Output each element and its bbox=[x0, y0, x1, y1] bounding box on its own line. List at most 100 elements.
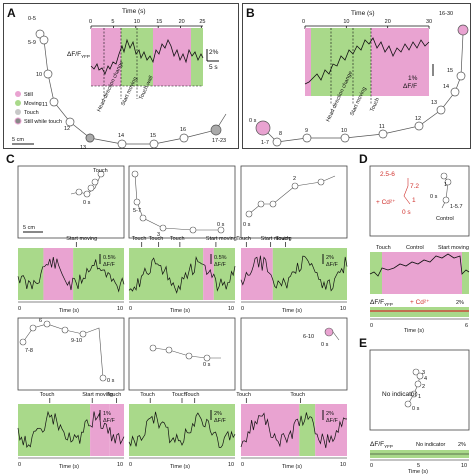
svg-text:2: 2 bbox=[422, 384, 425, 390]
c-tick10: 10 bbox=[117, 462, 123, 468]
c-trace bbox=[240, 255, 348, 292]
a-path-0: 0-5 bbox=[28, 16, 36, 22]
panel-a-trace bbox=[90, 38, 204, 75]
b-path-2: 8 bbox=[279, 131, 282, 137]
panel-c: C 5 cm Touch 0 s 5-7 3 0 s 2 0 s Start m… bbox=[3, 152, 355, 474]
a-path-4: 12 bbox=[64, 126, 70, 132]
svg-text:Touch: Touch bbox=[376, 245, 391, 251]
panel-b-label: B bbox=[246, 6, 255, 20]
svg-text:7-8: 7-8 bbox=[25, 348, 33, 354]
legend-scale: 5 cm bbox=[12, 137, 24, 143]
c-time-label: Time (s) bbox=[59, 464, 79, 470]
c-event-label: Touch bbox=[236, 236, 251, 242]
c-tick0: 0 bbox=[129, 462, 132, 468]
svg-text:Start moving: Start moving bbox=[438, 245, 469, 251]
svg-text:6-10: 6-10 bbox=[303, 334, 314, 340]
svg-text:0 s: 0 s bbox=[217, 222, 225, 228]
c-scale-label: ΔF/F bbox=[326, 262, 339, 268]
b-path-1: 1-7 bbox=[261, 140, 269, 146]
c-tick10: 10 bbox=[340, 306, 346, 312]
c-event-label: Touch bbox=[140, 392, 155, 398]
c-event-label: Start moving bbox=[82, 392, 113, 398]
c-region-moving bbox=[129, 248, 204, 300]
c-trace bbox=[128, 256, 236, 294]
c-event-label: Touch bbox=[290, 392, 305, 398]
c-event-label: Touch bbox=[185, 392, 200, 398]
svg-text:Time (s): Time (s) bbox=[404, 328, 424, 334]
b-path-8: 14 bbox=[443, 84, 449, 90]
c-scale-label: ΔF/F bbox=[103, 418, 116, 424]
b-path-0: 0 s bbox=[249, 118, 257, 124]
c-tick0: 0 bbox=[18, 462, 21, 468]
c-region-moving bbox=[73, 248, 124, 300]
a-path-3: 11 bbox=[42, 102, 48, 108]
c-region-still bbox=[203, 248, 214, 300]
panel-e: E 3 4 2 1 0 s No indicator ΔF/FYFP No in… bbox=[358, 336, 471, 475]
c-event-label: Touch bbox=[132, 236, 147, 242]
svg-text:2.5-6: 2.5-6 bbox=[380, 171, 395, 178]
c-region-still bbox=[315, 404, 347, 456]
svg-text:1: 1 bbox=[444, 182, 447, 188]
svg-text:3: 3 bbox=[157, 232, 160, 238]
b-path-9: 15 bbox=[447, 68, 453, 74]
svg-text:4: 4 bbox=[424, 376, 427, 382]
c-region-moving bbox=[18, 248, 44, 300]
c-region-still bbox=[109, 404, 124, 456]
c-event-label: Touch bbox=[107, 392, 122, 398]
c-region-moving bbox=[18, 404, 91, 456]
c-scale-label: ΔF/F bbox=[103, 262, 116, 268]
svg-text:0: 0 bbox=[370, 323, 373, 329]
b-path-6: 12 bbox=[415, 116, 421, 122]
b-tick-label: 10 bbox=[343, 19, 349, 25]
svg-text:3: 3 bbox=[422, 370, 425, 376]
c-scale-pct: 2% bbox=[214, 411, 222, 417]
c-event-label: Touch bbox=[40, 392, 55, 398]
c-event-label: Touch bbox=[276, 236, 291, 242]
c-tick0: 0 bbox=[129, 306, 132, 312]
svg-text:0 s: 0 s bbox=[243, 222, 251, 228]
b-path-3: 9 bbox=[305, 128, 308, 134]
panel-e-figure: 3 4 2 1 0 s No indicator ΔF/FYFP No indi… bbox=[369, 349, 470, 475]
panel-b-figure: 0 10 20 30 Time (s) 16-30 1% ΔF/F Head dire… bbox=[249, 10, 469, 147]
svg-text:6: 6 bbox=[39, 318, 42, 324]
c-region-still bbox=[43, 248, 74, 300]
panel-b-scale-label: ΔF/F bbox=[403, 83, 417, 90]
c-tick10: 10 bbox=[228, 462, 234, 468]
c-event-label: Start moving bbox=[206, 236, 237, 242]
c-event-label: Start moving bbox=[261, 236, 292, 242]
svg-text:0: 0 bbox=[370, 463, 373, 469]
svg-text:Control: Control bbox=[436, 216, 454, 222]
panel-a-scale-time: 5 s bbox=[209, 64, 218, 71]
legend-touch: Touch bbox=[24, 110, 39, 116]
svg-text:1: 1 bbox=[418, 394, 421, 400]
panel-d-ylabel: ΔF/FYFP bbox=[370, 299, 393, 307]
b-tick-label: 0 bbox=[302, 19, 305, 25]
panel-a-ylabel: ΔF/FYFP bbox=[67, 51, 90, 59]
panel-b-path bbox=[262, 33, 464, 143]
a-tick-label: 20 bbox=[179, 19, 185, 25]
svg-text:6: 6 bbox=[465, 323, 468, 329]
c-region-still bbox=[241, 248, 273, 300]
panel-a-ticks: 0 5 10 15 20 25 bbox=[89, 19, 205, 29]
panel-b: B 0 10 20 30 Time (s) 16-30 1% ΔF/F Head di… bbox=[242, 3, 471, 149]
a-region-still-1 bbox=[91, 28, 121, 86]
panel-e-ylabel: ΔF/FYFP bbox=[370, 441, 393, 449]
a-path-9: 17-23 bbox=[212, 138, 226, 144]
svg-text:0 s: 0 s bbox=[83, 200, 91, 206]
svg-text:Time (s): Time (s) bbox=[408, 469, 428, 475]
c-tick0: 0 bbox=[241, 306, 244, 312]
c-trace bbox=[128, 411, 236, 448]
c-tick10: 10 bbox=[117, 306, 123, 312]
legend-still: Still bbox=[24, 92, 33, 98]
panel-e-label: E bbox=[359, 336, 368, 350]
c-time-label: Time (s) bbox=[59, 308, 79, 314]
svg-text:0 s: 0 s bbox=[402, 209, 411, 216]
panel-b-trace bbox=[304, 37, 430, 85]
panel-c-figure: 5 cm Touch 0 s 5-7 3 0 s 2 0 s Start mov… bbox=[17, 165, 348, 470]
c-event-label: Touch bbox=[149, 236, 164, 242]
svg-text:5: 5 bbox=[417, 463, 420, 469]
c-scale-pct: 2% bbox=[326, 411, 334, 417]
a-tick-label: 0 bbox=[89, 19, 92, 25]
panel-b-time-label: Time (s) bbox=[351, 10, 375, 17]
c-region-still bbox=[241, 404, 300, 456]
